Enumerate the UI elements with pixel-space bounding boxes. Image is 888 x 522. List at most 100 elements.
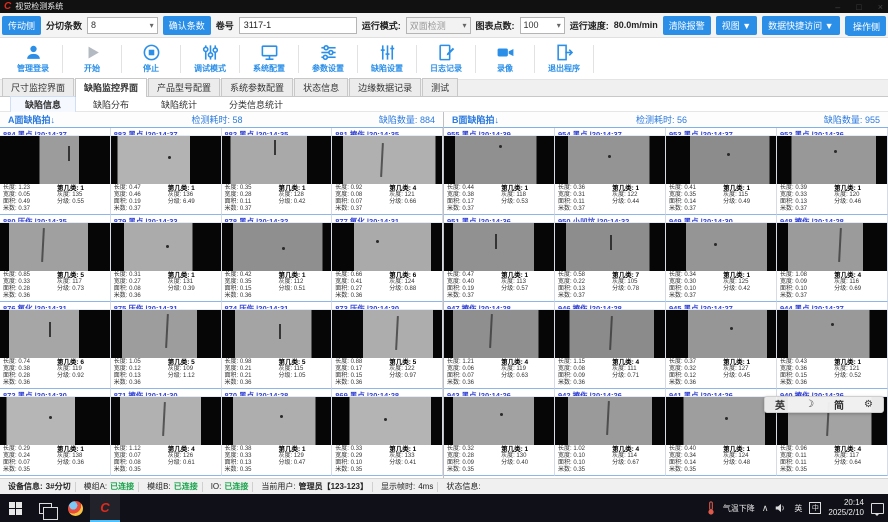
defect-mark [729, 327, 733, 331]
data-access-menu-button[interactable]: 数据快捷访问 ▼ [762, 15, 840, 35]
toolbar-button-log[interactable]: 日志记录 [417, 43, 475, 74]
defect-cell-946[interactable]: 946 擦伤 |20:14:28 长度: 1.15 宽度: 0.08 面积: 0.09… [555, 302, 666, 389]
moon-icon[interactable]: ☽ [805, 399, 814, 410]
taskbar-clock[interactable]: 20:14 2025/2/10 [828, 498, 864, 518]
notification-center-icon[interactable] [871, 502, 884, 516]
defect-image [332, 397, 442, 445]
defect-cell-948[interactable]: 948 擦伤 |20:14:28 长度: 1.08 宽度: 0.09 面积: 0.10… [777, 215, 888, 302]
defect-cell-873[interactable]: 873 压伤 |20:14:30 长度: 0.88 宽度: 0.17 面积: 0.15… [332, 302, 443, 389]
weather-text[interactable]: 气温下降 [722, 503, 755, 513]
ime-simplified-toggle[interactable]: 简 [834, 401, 844, 412]
defect-cell-954[interactable]: 954 黑点 |20:14:37 长度: 0.36 宽度: 0.31 面积: 0.11… [555, 128, 666, 215]
panel-b-title[interactable]: B面缺陷拍↓ [452, 115, 499, 125]
defect-cell-955[interactable]: 955 黑点 |20:14:39 长度: 0.44 宽度: 0.38 面积: 0.17… [444, 128, 555, 215]
defect-cell-942[interactable]: 942 擦伤 |20:14:26 长度: 1.02 宽度: 0.10 面积: 0.10… [555, 389, 666, 476]
tune-icon [202, 45, 218, 60]
defect-cell-881[interactable]: 881 擦伤 |20:14:35 长度: 0.92 宽度: 0.08 面积: 0.07… [332, 128, 443, 215]
tab-1[interactable]: 缺陷监控界面 [75, 78, 148, 97]
toolbar-button-monitor[interactable]: 系统配置 [240, 43, 298, 74]
task-view-button[interactable] [30, 494, 60, 522]
minimize-button[interactable]: – [835, 2, 841, 12]
drive-side-button[interactable]: 传动侧 [2, 15, 42, 35]
toolbar-button-stop[interactable]: 停止 [122, 43, 180, 74]
defect-cell-header: 947 擦伤 |20:14:28 [444, 302, 554, 310]
defect-cell-874[interactable]: 874 压伤 |20:14:31 长度: 0.98 宽度: 0.21 面积: 0.21… [221, 302, 333, 389]
defect-cell-879[interactable]: 879 黑点 |20:14:33 长度: 0.31 宽度: 0.27 面积: 0.08… [110, 215, 222, 302]
defect-cell-header: 949 黑点 |20:14:30 [666, 215, 776, 223]
toolbar-button-tune[interactable]: 调试模式 [181, 43, 239, 74]
tab-3[interactable]: 系统参数配置 [221, 78, 294, 96]
subtab-1[interactable]: 缺陷分布 [93, 99, 130, 110]
tab-2[interactable]: 产品型号配置 [148, 78, 221, 96]
chevron-down-icon: ▾ [556, 20, 561, 30]
defect-info: 长度: 0.43 宽度: 0.36 面积: 0.15 米数: 0.36 第几类: 1 灰度… [780, 359, 862, 386]
defect-cell-877[interactable]: 877 氧化 |20:14:31 长度: 0.66 宽度: 0.41 面积: 0.27… [332, 215, 443, 302]
io-status: 已连接 [224, 482, 249, 491]
confirm-count-button[interactable]: 确认条数 [162, 15, 211, 35]
defect-cell-870[interactable]: 870 黑点 |20:14:28 长度: 0.38 宽度: 0.33 面积: 0.13… [221, 389, 333, 476]
defect-cell-947[interactable]: 947 擦伤 |20:14:28 长度: 1.21 宽度: 0.06 面积: 0.07… [444, 302, 555, 389]
defect-info: 长度: 0.35 宽度: 0.28 面积: 0.11 米数: 0.37 第几类: 1 灰度… [224, 185, 306, 212]
chart-points-select[interactable]: 100 ▾ [519, 16, 565, 34]
toolbar-button-play[interactable]: 开始 [63, 43, 121, 74]
defect-mark [607, 155, 611, 159]
subtab-3[interactable]: 分类信息统计 [229, 99, 284, 110]
subtab-0[interactable]: 缺陷信息 [10, 95, 77, 113]
defect-cell-869[interactable]: 869 黑点 |20:14:28 长度: 0.33 宽度: 0.29 面积: 0.10… [332, 389, 443, 476]
defect-cell-950[interactable]: 950 小凹坑 |20:14:32 长度: 0.58 宽度: 0.22 面积: 0.1… [555, 215, 666, 302]
ime-english-toggle[interactable]: 英 [775, 401, 785, 412]
subtab-2[interactable]: 缺陷统计 [161, 99, 198, 110]
maximize-button[interactable]: □ [856, 2, 862, 12]
app-logo-icon: C [4, 0, 12, 12]
browser-taskbar-button[interactable] [60, 494, 90, 522]
defect-cell-943[interactable]: 943 黑点 |20:14:26 长度: 0.32 宽度: 0.28 面积: 0.09… [444, 389, 555, 476]
defect-cell-875[interactable]: 875 压伤 |20:14:31 长度: 1.05 宽度: 0.12 面积: 0.13… [110, 302, 222, 389]
defect-cell-871[interactable]: 871 擦伤 |20:14:30 长度: 1.12 宽度: 0.07 面积: 0.08… [110, 389, 222, 476]
defect-cell-883[interactable]: 883 黑点 |20:14:37 长度: 0.47 宽度: 0.46 面积: 0.19… [110, 128, 222, 215]
toolbar-button-exit[interactable]: 退出程序 [535, 43, 593, 74]
tab-0[interactable]: 尺寸监控界面 [2, 78, 75, 96]
defect-cell-952[interactable]: 952 黑点 |20:14:36 长度: 0.39 宽度: 0.33 面积: 0.13… [777, 128, 888, 215]
defect-cell-878[interactable]: 878 黑点 |20:14:32 长度: 0.42 宽度: 0.35 面积: 0.15… [221, 215, 333, 302]
defect-cell-944[interactable]: 944 黑点 |20:14:27 长度: 0.43 宽度: 0.36 面积: 0.15… [777, 302, 888, 389]
operate-side-button[interactable]: 操作侧 [846, 17, 886, 36]
device-info-label: 设备信息: [8, 482, 43, 491]
defect-cell-884[interactable]: 884 黑点 |20:14:37 长度: 1.23 宽度: 0.05 面积: 0.49… [0, 128, 111, 215]
language-indicator[interactable]: 英 [794, 503, 803, 513]
ime-settings-gear-icon[interactable]: ⚙ [864, 399, 873, 410]
toolbar-button-user[interactable]: 管理登录 [4, 43, 62, 74]
defect-cell-945[interactable]: 945 黑点 |20:14:27 长度: 0.37 宽度: 0.32 面积: 0.12… [666, 302, 777, 389]
defect-cell-941[interactable]: 941 黑点 |20:14:26 长度: 0.40 宽度: 0.34 面积: 0.14… [666, 389, 777, 476]
defect-cell-880[interactable]: 880 压伤 |20:14:35 长度: 0.85 宽度: 0.33 面积: 0.28… [0, 215, 111, 302]
view-menu-button[interactable]: 视图 ▼ [715, 15, 758, 35]
toolbar-button-camera[interactable]: 录像 [476, 43, 534, 74]
tab-4[interactable]: 状态信息 [294, 78, 349, 96]
tab-5[interactable]: 边缘数据记录 [349, 78, 422, 96]
start-button[interactable] [0, 494, 30, 522]
inspection-app-taskbar-button[interactable]: C [90, 494, 120, 522]
close-button[interactable]: × [877, 2, 883, 12]
defect-cell-header: 943 黑点 |20:14:26 [444, 389, 554, 397]
defect-cell-header: 954 黑点 |20:14:37 [555, 128, 665, 136]
defect-cell-876[interactable]: 876 氧化 |20:14:31 长度: 0.74 宽度: 0.38 面积: 0.28… [0, 302, 111, 389]
defect-cell-949[interactable]: 949 黑点 |20:14:30 长度: 0.34 宽度: 0.30 面积: 0.10… [666, 215, 777, 302]
defect-cell-951[interactable]: 951 黑点 |20:14:36 长度: 0.47 宽度: 0.40 面积: 0.19… [444, 215, 555, 302]
run-mode-select[interactable]: 双面检测 ▾ [405, 16, 471, 34]
toolbar-button-sliders-v[interactable]: 缺陷设置 [358, 43, 416, 74]
defect-cell-953[interactable]: 953 黑点 |20:14:37 长度: 0.41 宽度: 0.35 面积: 0.14… [666, 128, 777, 215]
defect-mark [609, 315, 613, 350]
toolbar-button-sliders-h[interactable]: 参数设置 [299, 43, 357, 74]
defect-info: 长度: 0.98 宽度: 0.21 面积: 0.21 米数: 0.36 第几类: 5 灰度… [224, 359, 306, 386]
slit-count-select[interactable]: 8 ▾ [87, 16, 158, 34]
ime-icon[interactable]: 中 [809, 502, 822, 514]
clear-alarm-button[interactable]: 清除报警 [662, 15, 711, 35]
defect-cell-872[interactable]: 872 黑点 |20:14:30 长度: 0.29 宽度: 0.24 面积: 0.07… [0, 389, 111, 476]
panel-a-title[interactable]: A面缺陷拍↓ [8, 115, 55, 125]
volume-icon[interactable] [775, 503, 787, 513]
roll-number-input[interactable] [238, 16, 357, 34]
defect-mark [162, 401, 166, 436]
defect-info: 长度: 0.85 宽度: 0.33 面积: 0.28 米数: 0.36 第几类: 5 灰度… [3, 272, 85, 299]
tray-expand-icon[interactable]: ∧ [761, 502, 769, 513]
tab-6[interactable]: 测试 [422, 78, 459, 96]
defect-cell-882[interactable]: 882 黑点 |20:14:35 长度: 0.35 宽度: 0.28 面积: 0.11… [221, 128, 333, 215]
